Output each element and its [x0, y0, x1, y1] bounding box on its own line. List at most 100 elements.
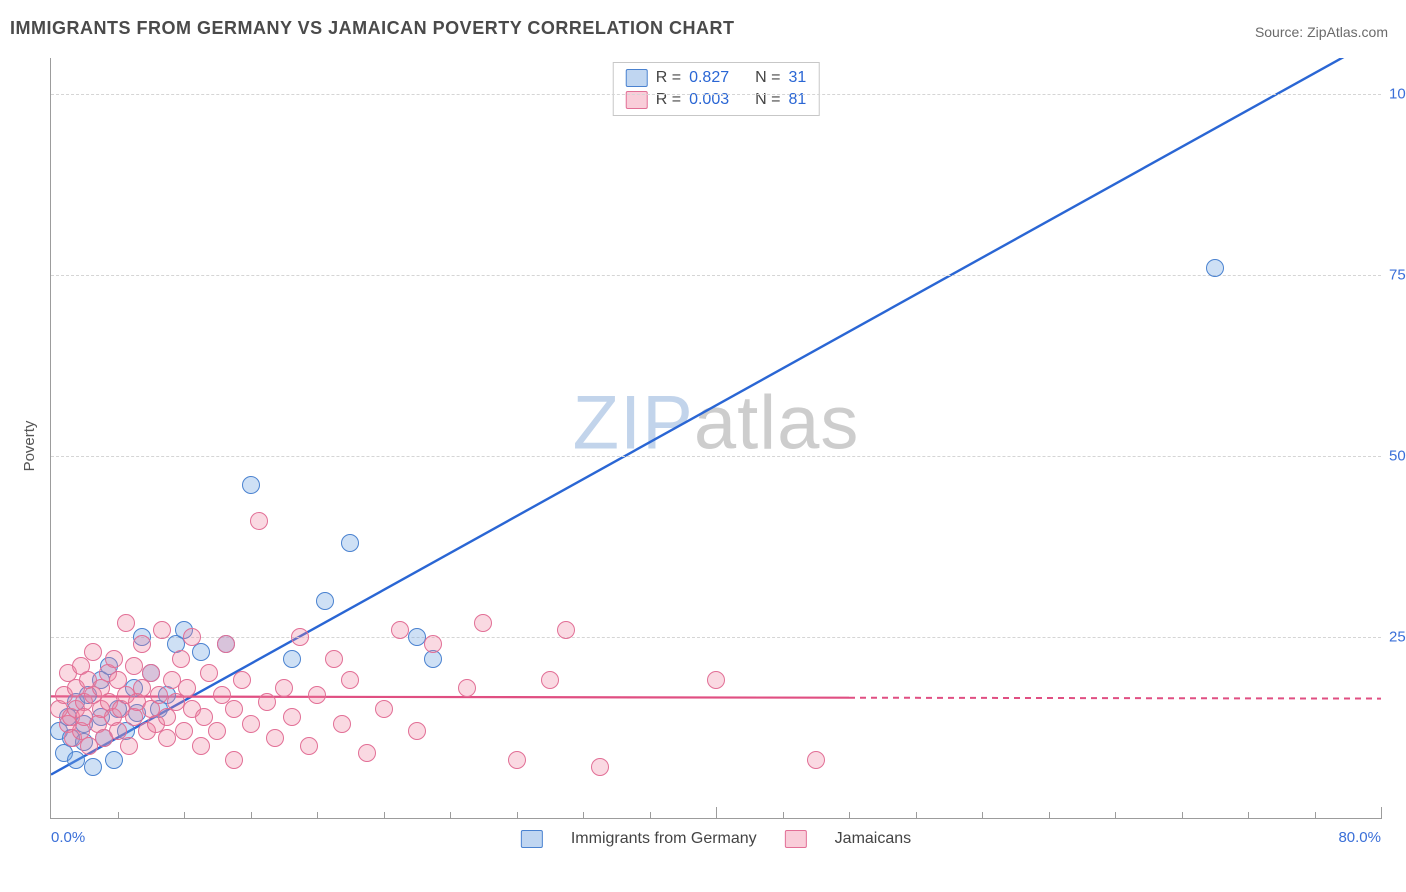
x-tick-label: 0.0% — [51, 829, 85, 846]
y-tick-label: 25.0% — [1389, 629, 1406, 646]
x-tick-mark — [583, 812, 584, 819]
data-point-pink — [84, 643, 102, 661]
data-point-blue — [67, 751, 85, 769]
gridline — [51, 456, 1381, 457]
data-point-blue — [1206, 259, 1224, 277]
data-point-pink — [150, 686, 168, 704]
source-label: Source: ZipAtlas.com — [1255, 24, 1388, 40]
swatch-blue-icon — [626, 69, 648, 87]
x-tick-mark — [450, 812, 451, 819]
y-tick-label: 75.0% — [1389, 267, 1406, 284]
x-tick-mark — [184, 812, 185, 819]
data-point-pink — [178, 679, 196, 697]
data-point-pink — [375, 700, 393, 718]
data-point-blue — [283, 650, 301, 668]
x-tick-mark — [650, 812, 651, 819]
swatch-blue-icon — [521, 830, 543, 848]
data-point-pink — [341, 671, 359, 689]
data-point-pink — [208, 722, 226, 740]
data-point-pink — [300, 737, 318, 755]
watermark: ZIPatlas — [573, 379, 860, 466]
legend-row-blue: R = 0.827 N = 31 — [624, 67, 809, 89]
data-point-pink — [807, 751, 825, 769]
data-point-pink — [195, 708, 213, 726]
x-tick-mark — [982, 812, 983, 819]
data-point-pink — [707, 671, 725, 689]
legend-r-label: R = — [656, 69, 681, 87]
data-point-pink — [325, 650, 343, 668]
data-point-pink — [275, 679, 293, 697]
x-tick-mark — [317, 812, 318, 819]
x-tick-mark — [849, 812, 850, 819]
data-point-pink — [125, 657, 143, 675]
data-point-pink — [153, 621, 171, 639]
data-point-blue — [408, 628, 426, 646]
scatter-plot: ZIPatlas R = 0.827 N = 31 R = 0.003 N = … — [50, 58, 1381, 819]
data-point-pink — [142, 664, 160, 682]
x-tick-mark — [916, 812, 917, 819]
series-legend: Immigrants from Germany Jamaicans — [521, 830, 911, 848]
data-point-pink — [250, 512, 268, 530]
data-point-pink — [120, 737, 138, 755]
legend-label-pink: Jamaicans — [835, 830, 911, 848]
gridline — [51, 94, 1381, 95]
legend-n-blue: 31 — [788, 69, 806, 87]
data-point-pink — [358, 744, 376, 762]
x-tick-mark — [517, 812, 518, 819]
legend-row-pink: R = 0.003 N = 81 — [624, 89, 809, 111]
data-point-pink — [541, 671, 559, 689]
data-point-pink — [217, 635, 235, 653]
x-tick-mark — [1381, 807, 1382, 819]
trend-lines — [51, 58, 1381, 818]
x-tick-mark — [251, 812, 252, 819]
data-point-pink — [308, 686, 326, 704]
x-tick-mark — [1315, 812, 1316, 819]
data-point-pink — [474, 614, 492, 632]
data-point-pink — [225, 700, 243, 718]
y-tick-label: 50.0% — [1389, 448, 1406, 465]
data-point-pink — [508, 751, 526, 769]
x-tick-mark — [118, 812, 119, 819]
x-tick-mark — [1115, 812, 1116, 819]
data-point-pink — [175, 722, 193, 740]
data-point-blue — [105, 751, 123, 769]
data-point-pink — [133, 635, 151, 653]
legend-label-blue: Immigrants from Germany — [571, 830, 757, 848]
data-point-pink — [333, 715, 351, 733]
data-point-blue — [84, 758, 102, 776]
data-point-pink — [233, 671, 251, 689]
swatch-pink-icon — [785, 830, 807, 848]
gridline — [51, 275, 1381, 276]
gridline — [51, 637, 1381, 638]
data-point-blue — [316, 592, 334, 610]
data-point-pink — [167, 693, 185, 711]
data-point-pink — [158, 729, 176, 747]
data-point-blue — [242, 476, 260, 494]
correlation-legend: R = 0.827 N = 31 R = 0.003 N = 81 — [613, 62, 820, 116]
data-point-pink — [192, 737, 210, 755]
data-point-pink — [183, 628, 201, 646]
data-point-blue — [341, 534, 359, 552]
data-point-pink — [283, 708, 301, 726]
x-tick-mark — [716, 807, 717, 819]
data-point-pink — [200, 664, 218, 682]
y-axis-label: Poverty — [21, 421, 38, 472]
x-tick-mark — [1049, 812, 1050, 819]
data-point-pink — [424, 635, 442, 653]
data-point-pink — [557, 621, 575, 639]
chart-title: IMMIGRANTS FROM GERMANY VS JAMAICAN POVE… — [10, 18, 735, 39]
data-point-pink — [591, 758, 609, 776]
data-point-pink — [172, 650, 190, 668]
legend-r-blue: 0.827 — [689, 69, 729, 87]
data-point-pink — [105, 650, 123, 668]
data-point-pink — [242, 715, 260, 733]
x-tick-mark — [1182, 812, 1183, 819]
x-tick-mark — [384, 812, 385, 819]
data-point-pink — [291, 628, 309, 646]
x-tick-mark — [1248, 812, 1249, 819]
x-tick-mark — [783, 812, 784, 819]
data-point-pink — [117, 614, 135, 632]
legend-n-label: N = — [755, 69, 780, 87]
data-point-pink — [458, 679, 476, 697]
x-tick-label: 80.0% — [1338, 829, 1381, 846]
